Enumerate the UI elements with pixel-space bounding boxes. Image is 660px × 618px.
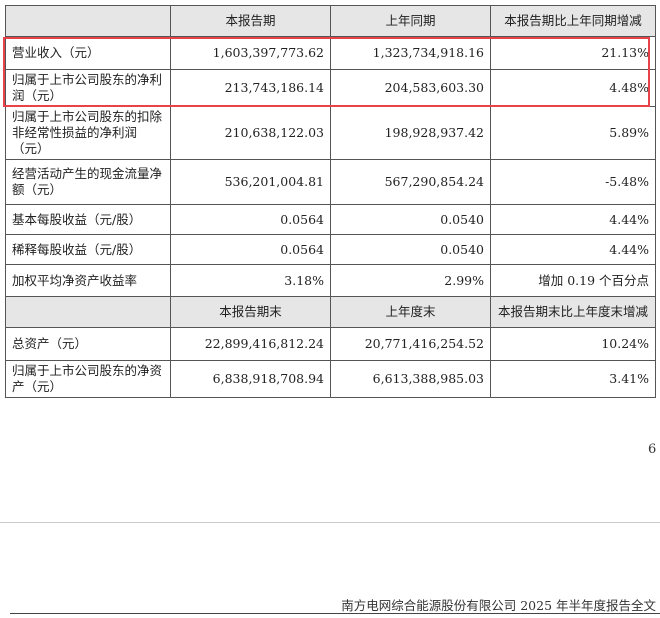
header-cell: 本报告期末比上年度末增减 [490,296,656,328]
footer-text: 南方电网综合能源股份有限公司 2025 年半年度报告全文 [341,598,656,613]
header-cell: 上年同期 [330,5,491,37]
highlight-box [3,37,650,107]
header-cell: 本报告期 [170,5,331,37]
value-cell: 22,899,416,812.24 [170,327,331,361]
header-row: 本报告期末 上年度末 本报告期末比上年度末增减 [5,296,656,328]
row-label: 归属于上市公司股东的净资产（元） [5,360,171,398]
value-cell: 0.0564 [170,234,331,265]
value-cell: 20,771,416,254.52 [330,327,491,361]
value-cell: 3.41% [490,360,656,398]
value-cell: 0.0540 [330,234,491,265]
row-label: 稀释每股收益（元/股） [5,234,171,265]
value-cell: 6,613,388,985.03 [330,360,491,398]
value-cell: 204,583,603.30 [330,69,491,107]
value-cell: 0.0540 [330,204,491,235]
data-row: 归属于上市公司股东的扣除非经常性损益的净利润（元） 210,638,122.03 1… [5,106,656,160]
data-row: 营业收入（元） 1,603,397,773.62 1,323,734,918.16 2… [5,36,656,70]
value-cell: 21.13% [490,36,656,70]
value-cell: 3.18% [170,264,331,297]
row-label: 基本每股收益（元/股） [5,204,171,235]
header-cell [5,296,171,328]
data-row: 加权平均净资产收益率 3.18% 2.99% 增加 0.19 个百分点 [5,264,656,297]
row-label: 经营活动产生的现金流量净额（元） [5,159,171,205]
value-cell: 4.44% [490,204,656,235]
header-row: 本报告期 上年同期 本报告期比上年同期增减 [5,5,656,37]
data-row: 归属于上市公司股东的净利润（元） 213,743,186.14 204,583,60… [5,69,656,107]
row-label: 总资产（元） [5,327,171,361]
financial-table: 本报告期 上年同期 本报告期比上年同期增减 营业收入（元） 1,603,397,773.… [5,5,656,398]
data-row: 基本每股收益（元/股） 0.0564 0.0540 4.44% [5,204,656,235]
row-label: 归属于上市公司股东的扣除非经常性损益的净利润（元） [5,106,171,160]
value-cell: -5.48% [490,159,656,205]
value-cell: 0.0564 [170,204,331,235]
header-cell: 上年度末 [330,296,491,328]
value-cell: 10.24% [490,327,656,361]
header-cell: 本报告期末 [170,296,331,328]
data-row: 稀释每股收益（元/股） 0.0564 0.0540 4.44% [5,234,656,265]
page-number: 6 [648,442,657,457]
value-cell: 4.44% [490,234,656,265]
value-cell: 增加 0.19 个百分点 [490,264,656,297]
row-label: 加权平均净资产收益率 [5,264,171,297]
footer-line [10,613,660,614]
header-cell: 本报告期比上年同期增减 [490,5,656,37]
header-cell [5,5,171,37]
row-label: 归属于上市公司股东的净利润（元） [5,69,171,107]
page-separator [0,522,660,523]
data-row: 经营活动产生的现金流量净额（元） 536,201,004.81 567,290,85… [5,159,656,205]
value-cell: 2.99% [330,264,491,297]
value-cell: 6,838,918,708.94 [170,360,331,398]
value-cell: 4.48% [490,69,656,107]
value-cell: 198,928,937.42 [330,106,491,160]
value-cell: 5.89% [490,106,656,160]
data-row: 总资产（元） 22,899,416,812.24 20,771,416,254.52… [5,327,656,361]
row-label: 营业收入（元） [5,36,171,70]
value-cell: 210,638,122.03 [170,106,331,160]
value-cell: 567,290,854.24 [330,159,491,205]
value-cell: 213,743,186.14 [170,69,331,107]
data-row: 归属于上市公司股东的净资产（元） 6,838,918,708.94 6,613,38… [5,360,656,398]
value-cell: 536,201,004.81 [170,159,331,205]
